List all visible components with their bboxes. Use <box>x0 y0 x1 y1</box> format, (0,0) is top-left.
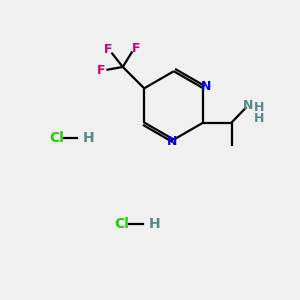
Text: H: H <box>83 131 95 145</box>
Text: N: N <box>201 80 211 93</box>
Text: H: H <box>254 101 264 114</box>
Text: H: H <box>254 112 264 125</box>
Text: Cl: Cl <box>114 217 129 231</box>
Text: N: N <box>167 136 178 148</box>
Text: F: F <box>97 64 105 77</box>
Text: H: H <box>148 217 160 231</box>
Text: F: F <box>132 42 140 55</box>
Text: F: F <box>104 43 112 56</box>
Text: N: N <box>243 99 253 112</box>
Text: Cl: Cl <box>49 131 64 145</box>
